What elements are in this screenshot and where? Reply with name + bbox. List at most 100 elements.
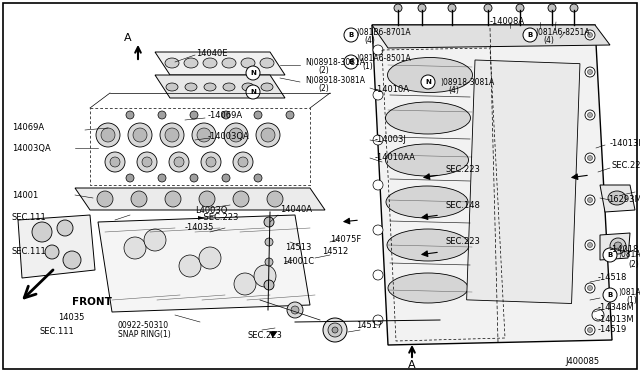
- Circle shape: [570, 4, 578, 12]
- Text: 14040E: 14040E: [196, 48, 227, 58]
- Text: )081A6-8251A: )081A6-8251A: [618, 288, 640, 296]
- Circle shape: [261, 128, 275, 142]
- Text: -14018: -14018: [610, 246, 639, 254]
- Circle shape: [45, 245, 59, 259]
- Text: SEC.148: SEC.148: [445, 201, 480, 209]
- Circle shape: [448, 4, 456, 12]
- Circle shape: [199, 247, 221, 269]
- Text: 14075F: 14075F: [330, 235, 361, 244]
- Polygon shape: [600, 185, 635, 212]
- Text: SNAP RING(1): SNAP RING(1): [118, 330, 171, 339]
- Circle shape: [201, 152, 221, 172]
- Circle shape: [233, 191, 249, 207]
- Text: -14003QA: -14003QA: [208, 131, 250, 141]
- Circle shape: [394, 4, 402, 12]
- Text: -14008A: -14008A: [490, 17, 525, 26]
- Ellipse shape: [165, 58, 179, 68]
- Circle shape: [254, 111, 262, 119]
- Circle shape: [585, 110, 595, 120]
- Ellipse shape: [608, 191, 626, 205]
- Circle shape: [585, 195, 595, 205]
- Text: -14013M: -14013M: [598, 315, 635, 324]
- Circle shape: [124, 237, 146, 259]
- Ellipse shape: [260, 58, 274, 68]
- Circle shape: [588, 327, 593, 333]
- Text: (1): (1): [362, 61, 372, 71]
- Ellipse shape: [387, 229, 469, 261]
- Text: 14512: 14512: [322, 247, 348, 257]
- Circle shape: [603, 288, 617, 302]
- Polygon shape: [98, 215, 310, 312]
- Ellipse shape: [204, 83, 216, 91]
- Text: ►SEC.223: ►SEC.223: [198, 214, 239, 222]
- Circle shape: [373, 225, 383, 235]
- Text: (2): (2): [628, 260, 639, 269]
- Text: SEC.223: SEC.223: [445, 237, 480, 247]
- Circle shape: [165, 191, 181, 207]
- Ellipse shape: [203, 58, 217, 68]
- Circle shape: [603, 248, 617, 262]
- Circle shape: [126, 174, 134, 182]
- Text: N)08918-3081A: N)08918-3081A: [305, 76, 365, 84]
- Circle shape: [222, 111, 230, 119]
- Circle shape: [373, 135, 383, 145]
- Text: (2): (2): [318, 83, 329, 93]
- Text: B: B: [607, 252, 612, 258]
- Text: -14519: -14519: [598, 326, 627, 334]
- Circle shape: [160, 123, 184, 147]
- Circle shape: [234, 273, 256, 295]
- Circle shape: [238, 157, 248, 167]
- Text: 14040A: 14040A: [280, 205, 312, 215]
- Text: (2): (2): [318, 65, 329, 74]
- Circle shape: [523, 28, 537, 42]
- Circle shape: [264, 217, 274, 227]
- Circle shape: [610, 238, 626, 254]
- Text: 14069A: 14069A: [12, 124, 44, 132]
- Text: FRONT: FRONT: [72, 297, 112, 307]
- Circle shape: [246, 85, 260, 99]
- Circle shape: [588, 198, 593, 202]
- Text: -14035: -14035: [185, 224, 214, 232]
- Text: 14513: 14513: [285, 244, 312, 253]
- Circle shape: [63, 251, 81, 269]
- Circle shape: [190, 111, 198, 119]
- Circle shape: [614, 242, 622, 250]
- Ellipse shape: [223, 83, 235, 91]
- Ellipse shape: [184, 58, 198, 68]
- Text: )08918-3081A: )08918-3081A: [440, 77, 494, 87]
- Text: -14348M: -14348M: [598, 304, 635, 312]
- Text: B: B: [348, 32, 354, 38]
- Polygon shape: [75, 188, 325, 210]
- Circle shape: [267, 191, 283, 207]
- Circle shape: [254, 174, 262, 182]
- Circle shape: [440, 315, 450, 325]
- Text: SEC.111: SEC.111: [12, 214, 47, 222]
- Circle shape: [192, 123, 216, 147]
- Ellipse shape: [385, 102, 470, 134]
- Text: N: N: [425, 79, 431, 85]
- Text: SEC.111: SEC.111: [40, 327, 75, 337]
- Circle shape: [588, 155, 593, 160]
- Circle shape: [179, 255, 201, 277]
- Circle shape: [588, 285, 593, 291]
- Circle shape: [246, 66, 260, 80]
- Circle shape: [174, 157, 184, 167]
- Text: -14010AA: -14010AA: [375, 154, 416, 163]
- Circle shape: [222, 174, 230, 182]
- Circle shape: [287, 302, 303, 318]
- Circle shape: [169, 152, 189, 172]
- Bar: [467, 60, 580, 304]
- Polygon shape: [372, 25, 612, 345]
- Circle shape: [373, 180, 383, 190]
- Circle shape: [131, 191, 147, 207]
- Circle shape: [585, 240, 595, 250]
- Text: -14013MA: -14013MA: [610, 138, 640, 148]
- Ellipse shape: [185, 83, 197, 91]
- Circle shape: [158, 174, 166, 182]
- Circle shape: [101, 128, 115, 142]
- Circle shape: [229, 128, 243, 142]
- Circle shape: [323, 318, 347, 342]
- Text: 14003QA: 14003QA: [12, 144, 51, 153]
- Text: )081B6-8701A: )081B6-8701A: [356, 29, 411, 38]
- Text: )081A6-8501A: )081A6-8501A: [356, 54, 411, 62]
